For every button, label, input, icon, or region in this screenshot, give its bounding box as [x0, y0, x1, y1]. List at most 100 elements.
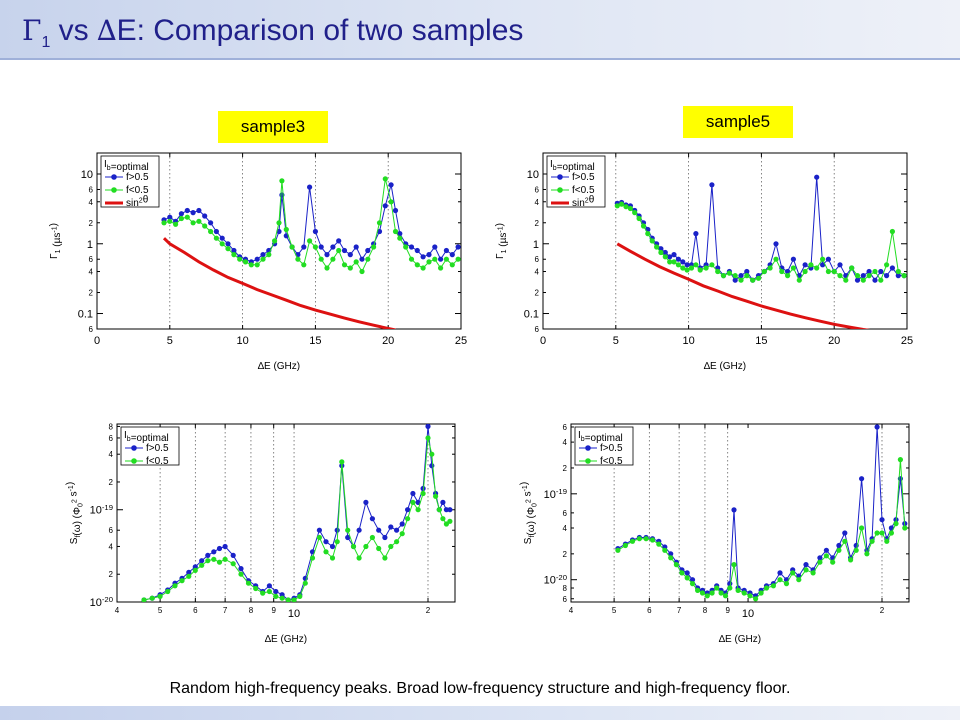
y-minor-tick-label: 6	[89, 325, 94, 334]
data-point	[455, 256, 461, 262]
legend-entry: f<0.5	[600, 456, 623, 467]
x-tick-label: 15	[309, 335, 321, 347]
sample5-gamma-legend	[546, 155, 606, 208]
label-span: Φ	[72, 507, 83, 515]
data-point	[376, 220, 383, 226]
data-point	[859, 476, 865, 482]
data-point	[312, 228, 318, 235]
data-point	[773, 241, 779, 247]
data-point	[866, 268, 872, 275]
data-point	[213, 235, 219, 241]
data-point	[893, 521, 899, 527]
label-span: S	[69, 537, 80, 544]
slide-caption: Random high-frequency peaks. Broad low-f…	[169, 680, 791, 697]
data-point	[297, 593, 303, 600]
y-minor-tick-label: 4	[563, 438, 568, 447]
title-rest: E: Comparison of two samples	[116, 14, 524, 47]
data-point	[443, 247, 449, 254]
label-span: s	[522, 491, 533, 496]
x-tick-label: 0	[94, 335, 100, 347]
x-tick-label: 9	[271, 606, 276, 615]
data-point	[186, 569, 192, 575]
data-point	[345, 534, 351, 541]
data-point	[157, 593, 163, 600]
label-span: (ω) (	[72, 514, 83, 535]
data-point	[426, 252, 432, 258]
data-point	[859, 525, 865, 531]
data-point	[336, 247, 342, 254]
label-span: 10	[90, 505, 102, 517]
data-point	[242, 259, 249, 265]
data-point	[334, 539, 340, 545]
data-point	[429, 463, 435, 469]
label-span: b	[581, 436, 585, 443]
label-span: )	[65, 482, 76, 485]
data-point	[790, 570, 796, 576]
title-gamma: Γ	[22, 14, 42, 47]
data-point	[675, 256, 682, 262]
data-point	[231, 252, 237, 258]
data-point	[316, 527, 322, 533]
data-point	[324, 265, 330, 271]
label-span: 1	[55, 249, 62, 253]
legend-marker	[111, 187, 117, 193]
data-point	[356, 555, 362, 561]
data-point	[662, 254, 668, 260]
data-point	[336, 238, 342, 244]
data-point	[208, 228, 214, 235]
label-span: ∆E (GHz)	[704, 361, 746, 372]
data-point	[276, 220, 282, 226]
label-span: )	[48, 223, 59, 226]
label-span: S	[523, 537, 534, 544]
data-point	[161, 220, 167, 226]
x-tick-label: 2	[426, 606, 431, 615]
y-minor-tick-label: 2	[535, 289, 540, 298]
data-point	[339, 459, 345, 465]
data-point	[222, 543, 228, 550]
legend-marker	[111, 174, 117, 180]
y-tick-label: 1	[87, 239, 93, 251]
data-point	[843, 277, 849, 283]
data-point	[440, 499, 446, 505]
data-point	[668, 555, 674, 561]
data-point	[324, 252, 330, 258]
data-point	[230, 552, 236, 559]
x-tick-label: 25	[455, 335, 467, 347]
y-tick-label: 0.1	[78, 309, 93, 321]
data-point	[897, 457, 904, 463]
data-point	[662, 547, 668, 553]
data-point	[753, 596, 759, 602]
data-point	[285, 597, 291, 602]
data-point	[849, 265, 855, 271]
data-point	[808, 262, 814, 268]
legend-marker	[557, 187, 563, 193]
data-point	[803, 567, 809, 573]
x-tick-label: 8	[249, 606, 254, 615]
label-span: 10	[544, 575, 556, 587]
sample3-gamma-plot-area	[161, 176, 461, 329]
data-point	[382, 203, 388, 209]
data-point	[731, 562, 737, 568]
data-point	[403, 244, 409, 250]
data-point	[369, 516, 375, 522]
data-point	[872, 268, 878, 275]
x-tick-label: 20	[828, 335, 840, 347]
data-point	[192, 567, 198, 574]
data-point	[879, 530, 885, 536]
y-minor-tick-label: 2	[109, 478, 114, 487]
y-minor-tick-label: 8	[109, 422, 114, 431]
data-point	[231, 247, 237, 254]
series-line-f05	[617, 459, 906, 600]
data-point	[803, 562, 809, 568]
data-point	[205, 558, 211, 564]
label-span: -1	[497, 226, 504, 232]
x-tick-label: 9	[725, 606, 730, 615]
x-tick-label: 0	[540, 335, 546, 347]
data-point	[837, 273, 843, 279]
data-point	[254, 256, 260, 262]
data-point	[432, 244, 438, 250]
data-point	[238, 566, 244, 572]
y-minor-tick-label: 4	[109, 542, 114, 551]
data-point	[860, 277, 866, 283]
label-span: ∆E (GHz)	[719, 634, 761, 645]
